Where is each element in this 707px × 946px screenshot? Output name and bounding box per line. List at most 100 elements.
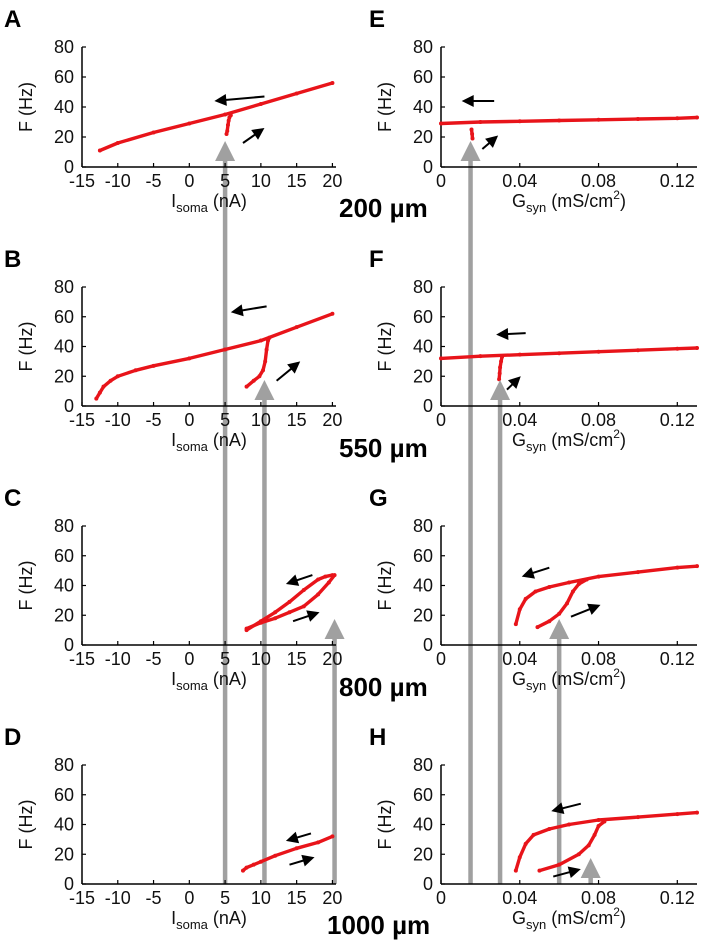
data-layer — [94, 81, 699, 879]
x-tick-label: 20 — [322, 171, 342, 191]
data-point — [513, 868, 518, 873]
x-tick-label: 5 — [220, 888, 230, 908]
x-tick-label: 0.12 — [660, 888, 695, 908]
data-point — [469, 127, 474, 132]
x-tick-label: 5 — [220, 649, 230, 669]
data-point — [517, 119, 522, 124]
direction-arrowhead — [285, 831, 300, 844]
x-tick-label: 0 — [436, 649, 446, 669]
y-axis-label: F (Hz) — [375, 322, 395, 372]
data-point — [695, 564, 699, 569]
x-tick-label: 0 — [436, 888, 446, 908]
x-axis-label: Isoma (nA) — [171, 430, 247, 454]
x-axis-label: Gsyn (mS/cm2) — [512, 188, 626, 215]
direction-arrowhead — [567, 866, 581, 879]
direction-arrowhead — [461, 95, 474, 107]
data-point — [273, 853, 278, 858]
data-point — [439, 356, 443, 361]
x-tick-label: 10 — [251, 888, 271, 908]
x-tick-label: -15 — [69, 171, 95, 191]
y-tick-label: 20 — [54, 844, 74, 864]
data-point — [635, 117, 640, 121]
data-point — [497, 371, 502, 376]
x-tick-label: -10 — [105, 410, 131, 430]
x-axis-label: Gsyn (mS/cm2) — [512, 905, 626, 932]
data-point — [133, 368, 138, 373]
data-point — [478, 120, 483, 124]
data-point — [695, 115, 699, 120]
data-point — [258, 620, 263, 625]
guide-arrowhead — [549, 619, 570, 639]
data-point — [187, 356, 192, 361]
guide-arrowhead — [324, 619, 345, 639]
data-point — [533, 589, 538, 594]
guide-arrowhead — [215, 141, 236, 161]
data-point — [330, 834, 335, 839]
guide-arrows-layer — [222, 149, 593, 884]
data-point — [675, 346, 680, 351]
x-axis-label: Gsyn (mS/cm2) — [512, 427, 626, 454]
x-tick-label: -5 — [146, 410, 162, 430]
x-tick-label: 5 — [220, 410, 230, 430]
data-point — [635, 815, 640, 820]
panel-h: 0 0.04 0.08 0.12 0 20 40 60 80 H F (Hz) Gsyn (mS/cm… — [369, 724, 697, 932]
x-tick-label: 20 — [322, 410, 342, 430]
data-point — [261, 368, 266, 373]
series-a-1 — [98, 81, 335, 153]
data-point — [330, 311, 335, 316]
y-tick-label: 0 — [64, 635, 74, 655]
data-point — [592, 832, 597, 837]
data-point — [287, 599, 292, 604]
y-tick-label: 20 — [413, 127, 433, 147]
data-point — [94, 396, 99, 401]
direction-arrowhead — [551, 802, 565, 815]
x-tick-label: 15 — [287, 410, 307, 430]
data-point — [151, 363, 156, 368]
y-tick-label: 0 — [423, 396, 433, 416]
labels-layer: 200 µm 550 µm 800 µm 1000 µm — [327, 193, 430, 940]
data-point — [258, 859, 263, 864]
data-point — [478, 354, 483, 359]
direction-arrowhead — [251, 128, 265, 140]
data-point — [547, 584, 552, 589]
data-point — [332, 573, 337, 578]
x-tick-label: 0.12 — [660, 171, 695, 191]
x-tick-label: 15 — [287, 649, 307, 669]
data-point — [294, 91, 299, 96]
y-tick-label: 60 — [54, 67, 74, 87]
direction-arrowhead — [306, 610, 320, 622]
series-f-1 — [439, 346, 699, 361]
y-axis-label: F (Hz) — [16, 800, 36, 850]
x-tick-label: 0 — [436, 171, 446, 191]
y-tick-label: 80 — [413, 37, 433, 57]
x-tick-label: -5 — [146, 888, 162, 908]
data-point — [287, 610, 292, 615]
data-point — [596, 818, 601, 823]
data-point — [108, 378, 113, 383]
data-point — [517, 352, 522, 357]
panel-b: -15 -10 -5 0 5 10 15 20 0 20 40 60 80 B F (Hz) Isoma (n… — [4, 246, 342, 454]
data-point — [244, 626, 249, 631]
data-point — [273, 616, 278, 621]
axes-layer: -15 -10 -5 0 5 10 15 20 0 20 40 60 80 A F (Hz) Isoma (n… — [4, 6, 697, 932]
data-point — [266, 338, 271, 343]
series-e-1 — [439, 115, 699, 126]
data-point — [547, 619, 552, 624]
y-tick-label: 40 — [413, 815, 433, 835]
data-point — [635, 348, 640, 353]
y-tick-label: 40 — [54, 97, 74, 117]
guide-arrowheads-layer — [215, 141, 601, 878]
data-point — [294, 846, 299, 851]
x-tick-label: -5 — [146, 649, 162, 669]
panel-e: 0 0.04 0.08 0.12 0 20 40 60 80 E F (Hz) Gsyn (mS/cm… — [369, 6, 697, 215]
panel-letter: G — [369, 485, 388, 512]
data-point — [470, 136, 475, 141]
y-axis-label: F (Hz) — [16, 82, 36, 132]
x-axis-label: Isoma (nA) — [171, 669, 247, 693]
data-point — [301, 587, 306, 592]
y-tick-label: 40 — [54, 576, 74, 596]
data-point — [557, 611, 562, 616]
x-tick-label: 0 — [184, 410, 194, 430]
panel-letter: D — [4, 724, 21, 751]
x-tick-label: 0.08 — [581, 649, 616, 669]
